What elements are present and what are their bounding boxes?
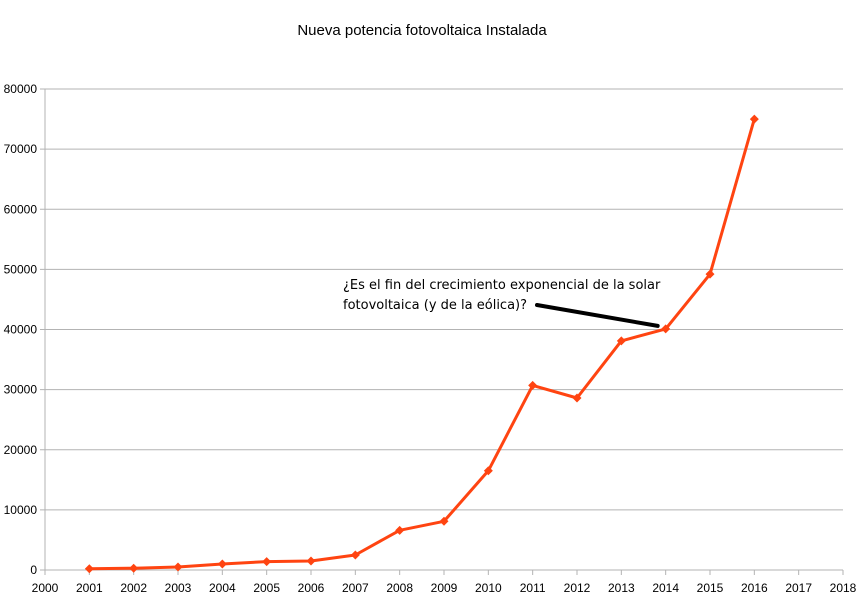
data-point-marker: [129, 563, 139, 573]
x-tick-label: 2012: [564, 581, 591, 595]
x-tick-label: 2001: [76, 581, 103, 595]
data-point-marker: [439, 516, 449, 526]
grid: [40, 88, 843, 571]
x-tick-label: 2010: [475, 581, 502, 595]
x-tick-label: 2009: [431, 581, 458, 595]
x-tick-label: 2002: [120, 581, 147, 595]
x-tick-label: 2003: [165, 581, 192, 595]
x-tick-label: 2000: [32, 581, 59, 595]
data-point-marker: [705, 269, 715, 279]
x-tick-label: 2017: [785, 581, 812, 595]
x-tick-label: 2013: [608, 581, 635, 595]
x-tick-label: 2014: [652, 581, 679, 595]
data-point-marker: [306, 556, 316, 566]
y-tick-label: 20000: [4, 443, 38, 457]
x-tick-label: 2006: [298, 581, 325, 595]
x-tick-label: 2016: [741, 581, 768, 595]
tick-labels: 0 10000 20000 30000 40000 50000 60000 70000 8000…: [4, 82, 857, 595]
data-point-marker: [616, 336, 626, 346]
data-point-marker: [350, 550, 360, 560]
x-tick-label: 2011: [520, 581, 546, 595]
data-point-marker: [528, 380, 538, 390]
data-point-marker: [661, 324, 671, 334]
data-point-marker: [749, 114, 759, 124]
series-line: [89, 118, 756, 571]
data-point-marker: [262, 557, 272, 567]
data-point-marker: [572, 393, 582, 403]
chart-title: Nueva potencia fotovoltaica Instalada: [297, 22, 547, 39]
data-point-marker: [483, 466, 493, 476]
data-point-marker: [395, 525, 405, 535]
y-tick-label: 60000: [4, 202, 38, 216]
y-tick-label: 80000: [4, 82, 38, 96]
y-tick-label: 0: [30, 563, 37, 577]
x-tick-label: 2007: [342, 581, 369, 595]
x-tick-label: 2004: [209, 581, 236, 595]
y-tick-label: 30000: [4, 383, 38, 397]
data-point-marker: [173, 562, 183, 572]
annotation: [535, 303, 660, 328]
y-tick-label: 70000: [4, 142, 38, 156]
y-tick-label: 40000: [4, 323, 38, 337]
axes: [44, 89, 844, 575]
data-point-marker: [84, 564, 94, 574]
y-tick-label: 50000: [4, 262, 38, 276]
x-tick-label: 2018: [830, 581, 857, 595]
series: [84, 114, 759, 574]
annotation-arrow: [535, 303, 660, 328]
annotation-text: ¿Es el fin del crecimiento exponencial d…: [343, 278, 661, 313]
y-tick-label: 10000: [4, 503, 38, 517]
x-tick-label: 2005: [253, 581, 280, 595]
x-tick-label: 2015: [697, 581, 724, 595]
data-point-marker: [217, 559, 227, 569]
x-tick-label: 2008: [386, 581, 413, 595]
